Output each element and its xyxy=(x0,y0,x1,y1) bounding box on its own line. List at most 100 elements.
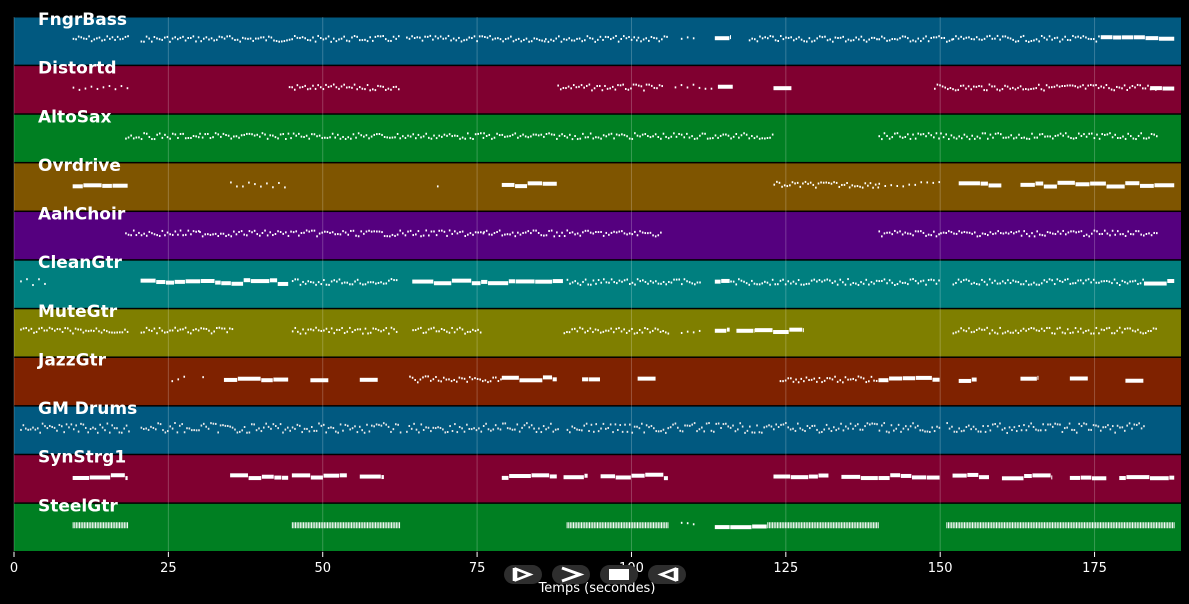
note-segment-fngrbass-7 xyxy=(714,35,731,41)
note-segment-steelgtr-3 xyxy=(680,521,695,526)
play-button[interactable] xyxy=(552,565,590,584)
note-segment-aahchoir-3 xyxy=(483,229,662,238)
note-segment-synstrg1-9 xyxy=(841,474,878,481)
track-band-ovrdrive xyxy=(14,163,1181,211)
track-bands xyxy=(14,17,1181,551)
note-segment-fngrbass-0 xyxy=(72,35,129,43)
note-segment-altosax-3 xyxy=(483,132,774,141)
x-tick-label-175: 175 xyxy=(1082,561,1107,576)
note-segment-synstrg1-3 xyxy=(359,474,384,480)
track-label-synstrg1: SynStrg1 xyxy=(38,448,126,468)
stop-button[interactable] xyxy=(600,565,638,584)
play-icon xyxy=(561,566,585,583)
note-segment-altosax-1 xyxy=(199,132,396,140)
track-labels: FngrBass Distortd AltoSax Ovrdrive AahChoir C… xyxy=(37,10,137,516)
track-band-jazzgtr xyxy=(14,357,1181,406)
track-band-fngrbass xyxy=(14,17,1181,65)
track-band-mutegtr xyxy=(14,309,1181,357)
track-label-fngrbass: FngrBass xyxy=(38,10,127,30)
note-segment-ovrdrive-3 xyxy=(501,181,557,189)
note-segment-fngrbass-11 xyxy=(1100,35,1175,41)
track-band-gm-drums xyxy=(14,406,1181,454)
note-segment-jazzgtr-9 xyxy=(779,375,878,384)
note-segment-mutegtr-6 xyxy=(714,327,730,333)
track-label-gm-drums: GM Drums xyxy=(38,399,137,419)
note-segment-fngrbass-5 xyxy=(637,35,668,43)
note-segment-aahchoir-1 xyxy=(199,229,396,238)
track-label-distortd: Distortd xyxy=(38,59,117,79)
note-segment-ovrdrive-6 xyxy=(958,181,1002,188)
note-segment-fngrbass-3 xyxy=(406,34,546,43)
note-segment-aahchoir-2 xyxy=(396,229,485,238)
note-segment-ovrdrive-5 xyxy=(878,181,941,188)
note-segment-ovrdrive-8 xyxy=(1057,180,1175,189)
track-band-distortd xyxy=(14,66,1181,114)
note-marks xyxy=(20,34,1175,530)
note-segment-mutegtr-5 xyxy=(680,329,701,334)
note-segment-aahchoir-0 xyxy=(125,229,200,237)
note-segment-fngrbass-10 xyxy=(952,34,1100,43)
note-segment-fngrbass-9 xyxy=(878,35,953,43)
note-segment-distortd-0 xyxy=(72,85,129,91)
note-segment-jazzgtr-5 xyxy=(409,375,502,384)
x-tick-label-50: 50 xyxy=(314,561,331,576)
note-segment-cleangtr-5 xyxy=(714,278,730,284)
track-label-jazzgtr: JazzGtr xyxy=(37,350,107,370)
note-segment-synstrg1-11 xyxy=(952,472,989,480)
note-segment-mutegtr-8 xyxy=(754,327,804,335)
note-segment-jazzgtr-6 xyxy=(501,375,557,383)
note-segment-distortd-6 xyxy=(934,83,1157,92)
note-segment-mutegtr-1 xyxy=(140,326,234,335)
note-segment-cleangtr-4 xyxy=(566,278,701,286)
note-segment-synstrg1-13 xyxy=(1069,475,1107,481)
note-segment-steelgtr-1 xyxy=(291,522,401,529)
note-segment-synstrg1-2 xyxy=(291,473,347,480)
rewind-button[interactable] xyxy=(504,565,542,584)
note-segment-distortd-4 xyxy=(717,84,733,89)
note-segment-gm-drums-2 xyxy=(406,422,559,434)
note-segment-altosax-2 xyxy=(396,132,485,141)
note-segment-steelgtr-6 xyxy=(767,522,879,529)
note-segment-steelgtr-2 xyxy=(566,522,669,529)
note-segment-jazzgtr-0 xyxy=(171,375,186,383)
note-segment-ovrdrive-4 xyxy=(773,180,880,189)
note-segment-synstrg1-6 xyxy=(600,474,631,480)
note-segment-synstrg1-12 xyxy=(1001,473,1053,481)
note-segment-cleangtr-2 xyxy=(291,278,398,286)
note-segment-synstrg1-10 xyxy=(878,473,940,481)
track-label-aahchoir: AahChoir xyxy=(38,205,126,225)
note-segment-cleangtr-6 xyxy=(730,278,940,287)
track-label-altosax: AltoSax xyxy=(38,107,112,127)
note-segment-mutegtr-9 xyxy=(952,326,1157,335)
note-segment-mutegtr-0 xyxy=(20,326,129,335)
note-segment-gm-drums-4 xyxy=(946,422,1145,434)
note-segment-fngrbass-4 xyxy=(545,35,638,43)
x-tick-label-150: 150 xyxy=(928,561,953,576)
note-segment-jazzgtr-2 xyxy=(223,376,289,383)
note-segment-distortd-2 xyxy=(557,83,663,92)
track-label-steelgtr: SteelGtr xyxy=(38,496,118,516)
note-segment-jazzgtr-11 xyxy=(958,377,977,383)
track-label-cleangtr: CleanGtr xyxy=(38,253,122,273)
note-segment-aahchoir-4 xyxy=(878,229,940,238)
note-segment-cleangtr-0 xyxy=(20,278,46,287)
note-segment-distortd-7 xyxy=(1150,86,1175,91)
note-segment-cleangtr-3 xyxy=(412,278,563,286)
note-segment-gm-drums-1 xyxy=(140,422,402,434)
x-tick-label-25: 25 xyxy=(160,561,177,576)
note-segment-ovrdrive-0 xyxy=(72,183,128,189)
note-segment-distortd-3 xyxy=(674,83,713,90)
note-segment-steelgtr-0 xyxy=(72,522,129,529)
note-segment-jazzgtr-12 xyxy=(1020,375,1039,381)
note-segment-altosax-0 xyxy=(125,132,200,141)
back-button[interactable] xyxy=(648,565,686,584)
note-segment-cleangtr-7 xyxy=(952,278,1144,286)
note-segment-altosax-5 xyxy=(940,132,1158,141)
note-segment-fngrbass-1 xyxy=(140,35,288,43)
note-segment-cleangtr-1 xyxy=(140,278,289,286)
x-tick-label-125: 125 xyxy=(773,561,798,576)
x-axis-label: Temps (secondes) xyxy=(538,581,656,596)
note-segment-steelgtr-7 xyxy=(946,522,1175,529)
track-label-mutegtr: MuteGtr xyxy=(38,302,118,322)
